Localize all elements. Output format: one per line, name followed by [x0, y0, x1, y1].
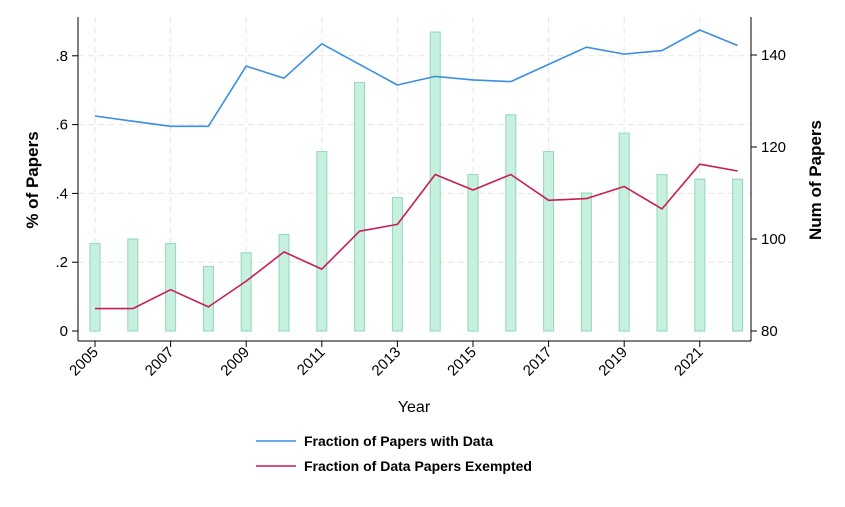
bar-2009 — [240, 252, 252, 332]
bars — [89, 31, 744, 332]
left-tick-label: .4 — [55, 185, 68, 202]
right-tick-label: 80 — [761, 323, 778, 340]
series-line-1 — [95, 163, 738, 310]
bar-2016 — [505, 114, 517, 332]
x-tick-label: 2009 — [217, 344, 253, 380]
x-axis-title: Year — [398, 399, 431, 416]
bar-2011 — [316, 151, 328, 332]
bar-2008 — [202, 266, 214, 332]
bar-2006 — [127, 238, 139, 332]
right-axis-title: Num of Papers — [806, 120, 825, 240]
bar-2013 — [391, 197, 403, 332]
legend-label-exempted: Fraction of Data Papers Exempted — [304, 458, 532, 474]
bar-2012 — [354, 82, 366, 332]
x-tick-label: 2013 — [369, 344, 405, 380]
bar-2022 — [732, 178, 744, 332]
right-tick-label: 100 — [761, 231, 786, 248]
right-tick-label: 140 — [761, 47, 786, 64]
x-tick-label: 2021 — [671, 344, 707, 380]
left-tick-label: 0 — [60, 323, 68, 340]
right-tick-label: 120 — [761, 139, 786, 156]
bar-2007 — [165, 243, 177, 332]
bar-2019 — [618, 132, 630, 332]
axis-labels: 0 .2 .4 .6 .8 80 100 120 140 2005 2007 2009 2011 2013… — [55, 47, 786, 379]
bar-2018 — [580, 192, 592, 332]
x-tick-label: 2017 — [520, 344, 556, 380]
legend-label-with-data: Fraction of Papers with Data — [304, 433, 493, 449]
grid — [78, 17, 751, 341]
left-tick-label: .2 — [55, 254, 68, 271]
series-line-0 — [94, 29, 738, 128]
x-tick-label: 2011 — [294, 344, 329, 379]
x-tick-label: 2005 — [66, 344, 102, 380]
bar-2017 — [543, 151, 555, 332]
bar-2015 — [467, 174, 479, 332]
bar-2021 — [694, 178, 706, 332]
x-tick-label: 2015 — [444, 344, 480, 380]
left-tick-label: .6 — [55, 117, 68, 134]
lines — [94, 29, 738, 310]
x-tick-label: 2019 — [595, 344, 631, 380]
x-tick-label: 2007 — [142, 344, 178, 380]
bar-2010 — [278, 233, 290, 332]
bar-2020 — [656, 174, 668, 332]
bar-2005 — [89, 243, 101, 332]
left-axis-title: % of Papers — [23, 131, 42, 228]
left-tick-label: .8 — [55, 48, 68, 65]
axes — [72, 17, 757, 347]
legend: Fraction of Papers with Data Fraction of… — [256, 433, 532, 474]
